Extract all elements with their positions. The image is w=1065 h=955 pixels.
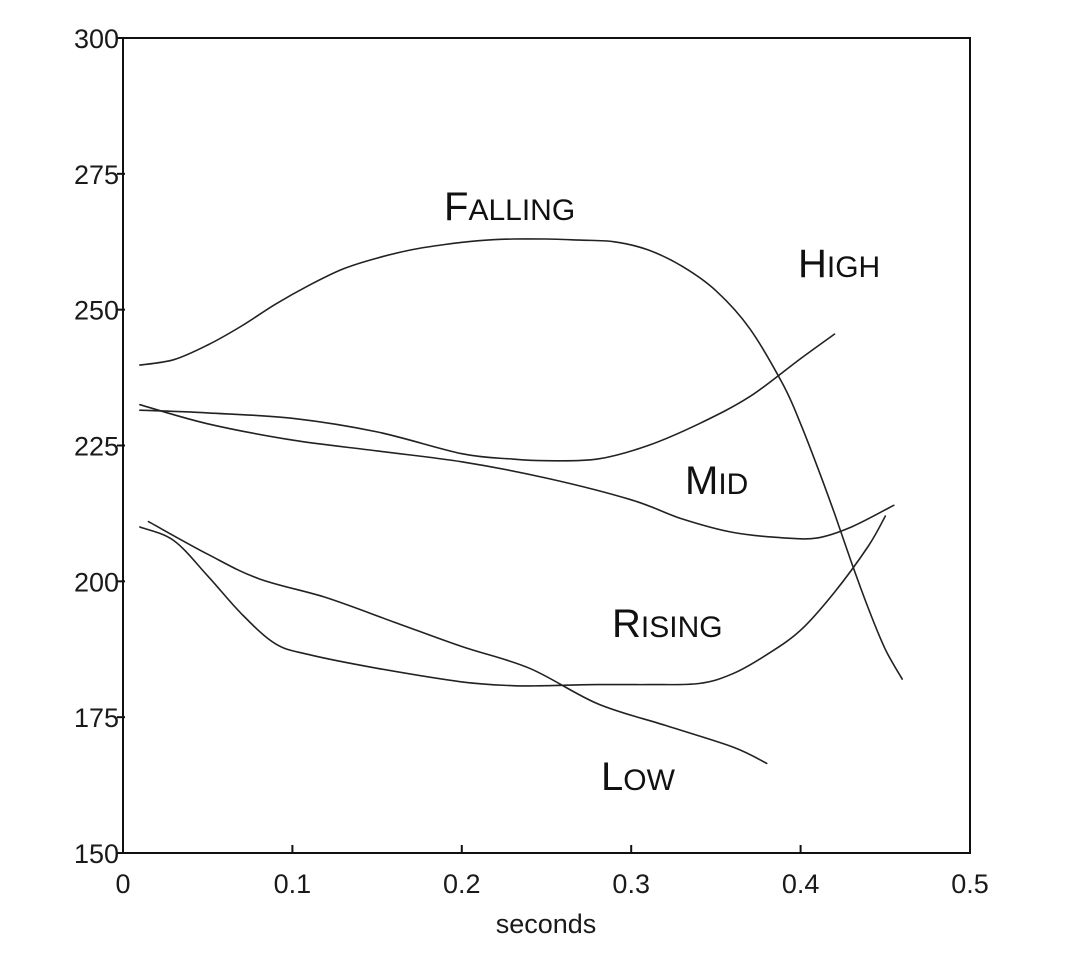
y-tick-label: 200 [74, 567, 119, 597]
y-tick-label: 225 [74, 432, 119, 462]
x-tick-label: 0.3 [612, 869, 650, 899]
y-tick-label: 150 [74, 839, 119, 869]
series-curves [139, 238, 903, 765]
x-axis-title: seconds [496, 909, 597, 939]
x-tick-label: 0 [115, 869, 130, 899]
series-line-high [139, 333, 836, 462]
series-line-mid [139, 403, 895, 540]
series-label-mid: MID [685, 459, 748, 503]
series-label-rising: RISING [612, 602, 723, 646]
series-line-rising [139, 515, 887, 687]
x-axis: 0 0.1 0.2 0.3 0.4 0.5 [115, 845, 989, 899]
series-label-high: HIGH [798, 242, 880, 286]
y-tick-label: 175 [74, 703, 119, 733]
series-line-low [147, 520, 768, 765]
series-line-falling [139, 238, 903, 680]
plot-frame [122, 37, 971, 854]
y-tick-label: 250 [74, 296, 119, 326]
series-label-falling: FALLING [444, 185, 575, 229]
series-label-low: LOW [601, 755, 676, 799]
y-tick-label: 275 [74, 160, 119, 190]
x-tick-label: 0.4 [782, 869, 820, 899]
x-tick-label: 0.5 [951, 869, 989, 899]
y-tick-label: 300 [74, 24, 119, 54]
x-tick-label: 0.1 [274, 869, 312, 899]
x-tick-label: 0.2 [443, 869, 481, 899]
y-axis: 150 175 200 225 250 275 300 [74, 24, 125, 869]
